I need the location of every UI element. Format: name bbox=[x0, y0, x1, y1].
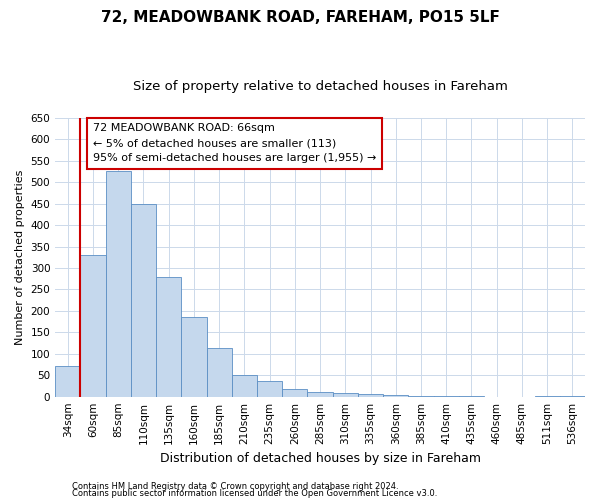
Bar bbox=[131, 204, 156, 396]
Bar bbox=[232, 375, 257, 396]
Bar bbox=[332, 393, 358, 396]
Title: Size of property relative to detached houses in Fareham: Size of property relative to detached ho… bbox=[133, 80, 508, 93]
Bar bbox=[80, 255, 106, 396]
X-axis label: Distribution of detached houses by size in Fareham: Distribution of detached houses by size … bbox=[160, 452, 481, 465]
Text: 72 MEADOWBANK ROAD: 66sqm
← 5% of detached houses are smaller (113)
95% of semi-: 72 MEADOWBANK ROAD: 66sqm ← 5% of detach… bbox=[93, 124, 376, 163]
Y-axis label: Number of detached properties: Number of detached properties bbox=[15, 170, 25, 345]
Text: 72, MEADOWBANK ROAD, FAREHAM, PO15 5LF: 72, MEADOWBANK ROAD, FAREHAM, PO15 5LF bbox=[101, 10, 499, 25]
Bar bbox=[358, 394, 383, 396]
Bar bbox=[206, 348, 232, 397]
Text: Contains HM Land Registry data © Crown copyright and database right 2024.: Contains HM Land Registry data © Crown c… bbox=[72, 482, 398, 491]
Bar bbox=[156, 278, 181, 396]
Bar bbox=[257, 381, 282, 396]
Bar bbox=[181, 317, 206, 396]
Bar bbox=[55, 366, 80, 396]
Bar bbox=[307, 392, 332, 396]
Bar bbox=[282, 389, 307, 396]
Bar bbox=[383, 395, 409, 396]
Bar bbox=[106, 170, 131, 396]
Text: Contains public sector information licensed under the Open Government Licence v3: Contains public sector information licen… bbox=[72, 490, 437, 498]
